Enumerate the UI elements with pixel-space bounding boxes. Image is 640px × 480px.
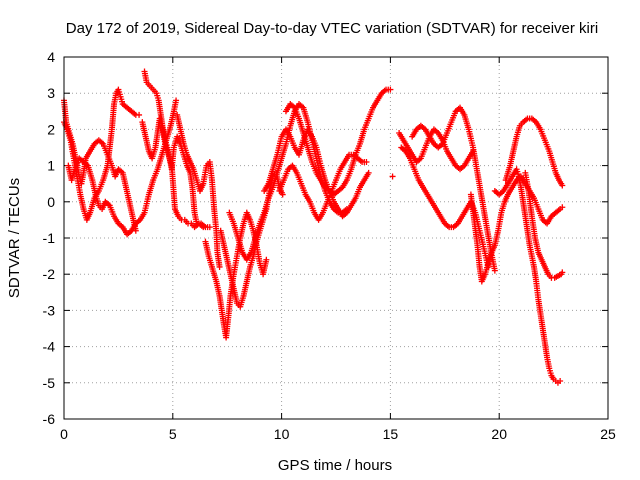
series-18 [502,115,566,189]
chart-title: Day 172 of 2019, Sidereal Day-to-day VTE… [66,20,598,37]
data-point [491,267,498,274]
y-tick-label: -5 [43,375,56,391]
x-tick-label: 5 [169,426,177,442]
x-axis-label: GPS time / hours [278,457,392,474]
y-tick-label: 1 [47,158,55,174]
y-tick-label: 0 [47,194,55,210]
series-19 [522,169,566,281]
series-7 [217,169,286,310]
y-axis-label: SDTVAR / TECUs [6,178,23,298]
data-point [206,224,213,231]
plot-frame [63,56,609,420]
series-2 [65,97,180,238]
series-17 [491,166,564,386]
series-5 [174,111,223,270]
data-point [173,97,180,104]
series-12 [389,173,396,180]
series-9 [261,126,372,220]
data-points [61,68,566,386]
y-tick-label: -6 [43,411,56,427]
y-tick-labels: -6 -5 -4 -3 -2 -1 0 1 2 3 4 [43,49,56,427]
x-tick-label: 0 [60,426,68,442]
series-4 [139,115,207,231]
data-point [559,204,566,211]
series-10 [276,151,370,223]
x-tick-label: 15 [383,426,399,442]
data-point [387,86,394,93]
grid-lines [64,57,608,419]
data-point [200,224,207,231]
x-tick-label: 25 [600,426,616,442]
y-tick-label: -1 [43,230,56,246]
data-point [559,182,566,189]
y-tick-label: 2 [47,121,55,137]
x-tick-label: 20 [491,426,507,442]
series-15 [409,104,498,274]
data-point [136,111,143,118]
data-point [559,269,566,276]
y-tick-label: -4 [43,339,56,355]
data-point [363,158,370,165]
y-tick-label: -3 [43,302,56,318]
series-14 [398,144,492,270]
y-tick-label: 4 [47,49,55,65]
data-point [365,169,372,176]
series-11 [282,86,394,198]
data-point [389,173,396,180]
x-tick-label: 10 [274,426,290,442]
data-point [216,263,223,270]
series-16 [467,173,566,285]
data-point [557,377,564,384]
data-point [263,256,270,263]
y-tick-label: -2 [43,266,56,282]
data-point [279,191,286,198]
x-tick-labels: 0 5 10 15 20 25 [60,426,616,442]
y-tick-label: 3 [47,85,55,101]
